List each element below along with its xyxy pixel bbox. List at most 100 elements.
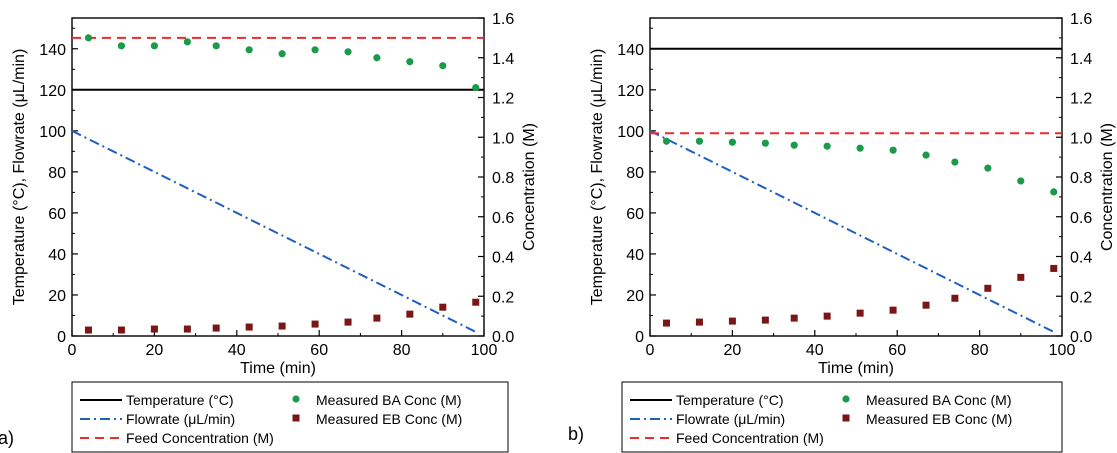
series-line-flowrate [649, 129, 1055, 333]
data-point-eb [856, 309, 864, 317]
y2-tick-label: 1.6 [1070, 11, 1092, 28]
x-tick-label: 80 [971, 342, 989, 359]
data-point-ba [245, 46, 253, 54]
y-tick-label: 20 [626, 288, 644, 305]
data-point-ba [695, 137, 704, 145]
data-point-ba [728, 138, 737, 146]
y2-tick-label: 0.2 [492, 289, 514, 306]
x-tick-label: 0 [646, 342, 655, 359]
y2-tick-label: 0.0 [1070, 329, 1092, 346]
data-point-ba [761, 139, 769, 147]
data-point-eb [695, 318, 703, 326]
data-point-ba [150, 42, 158, 50]
y2-tick-label: 1.2 [492, 91, 514, 108]
data-point-eb [1017, 273, 1025, 281]
y-tick-label: 120 [39, 83, 66, 100]
data-point-ba [183, 38, 191, 46]
data-point-eb [278, 322, 286, 330]
data-point-ba [84, 34, 93, 42]
data-point-eb [117, 326, 125, 334]
legend-label-flowrate: Flowrate (μL/min) [676, 411, 785, 427]
y2-axis-label: Concentration (M) [1099, 123, 1116, 251]
x-axis-label: Time (min) [240, 360, 316, 377]
y-tick-label: 0 [57, 329, 66, 346]
data-point-eb [728, 317, 736, 325]
legend-label-eb: Measured EB Conc (M) [866, 411, 1012, 427]
data-point-eb [245, 323, 253, 331]
y2-tick-label: 0.4 [492, 250, 514, 267]
data-point-ba [662, 137, 671, 145]
data-point-eb [472, 298, 480, 306]
y-tick-label: 0 [635, 329, 644, 346]
y2-tick-label: 1.0 [1070, 130, 1092, 147]
data-point-ba [1050, 188, 1058, 196]
data-point-ba [856, 144, 864, 152]
data-point-eb [790, 314, 798, 322]
legend-swatch-ba [842, 395, 850, 403]
data-point-ba [117, 42, 126, 50]
data-point-ba [311, 46, 319, 54]
data-point-eb [922, 301, 930, 309]
data-point-ba [951, 158, 959, 166]
data-point-eb [406, 310, 414, 318]
y2-tick-label: 1.2 [1070, 91, 1092, 108]
y2-tick-label: 1.4 [492, 51, 514, 68]
data-point-eb [84, 326, 92, 334]
legend-label-feed: Feed Concentration (M) [126, 430, 274, 446]
y-tick-label: 60 [626, 206, 644, 223]
y-tick-label: 20 [48, 288, 66, 305]
y-tick-label: 40 [48, 247, 66, 264]
legend-swatch-eb [292, 414, 300, 422]
x-tick-label: 60 [310, 342, 328, 359]
x-tick-label: 80 [393, 342, 411, 359]
legend-label-ba: Measured BA Conc (M) [316, 392, 462, 408]
y2-tick-label: 0.0 [492, 329, 514, 346]
x-tick-label: 60 [888, 342, 906, 359]
y-axis-label: Temperature (°C), Flowrate (μL/min) [589, 49, 606, 306]
data-point-eb [889, 306, 897, 314]
data-point-eb [662, 319, 670, 327]
y2-tick-label: 1.6 [492, 11, 514, 28]
legend-box [71, 381, 509, 453]
y2-tick-label: 0.6 [492, 210, 514, 227]
data-point-eb [761, 316, 769, 324]
legend-label-temperature: Temperature (°C) [126, 392, 234, 408]
x-tick-label: 0 [68, 342, 77, 359]
data-point-ba [790, 141, 798, 149]
data-point-ba [1017, 177, 1025, 185]
data-point-ba [439, 62, 447, 70]
data-point-ba [406, 58, 414, 66]
x-tick-label: 40 [806, 342, 824, 359]
data-point-ba [889, 146, 897, 154]
y2-tick-label: 1.4 [1070, 51, 1092, 68]
data-point-ba [278, 50, 286, 58]
legend-swatch-ba [292, 395, 300, 403]
y-tick-label: 100 [617, 124, 644, 141]
plot-frame [71, 17, 485, 337]
y2-tick-label: 0.6 [1070, 210, 1092, 227]
data-point-eb [311, 320, 319, 328]
data-point-ba [472, 83, 480, 92]
y-axis-label: Temperature (°C), Flowrate (μL/min) [11, 49, 28, 306]
legend-label-feed: Feed Concentration (M) [676, 430, 824, 446]
y-tick-label: 100 [39, 124, 66, 141]
y2-tick-label: 0.2 [1070, 289, 1092, 306]
y2-tick-label: 1.0 [492, 130, 514, 147]
legend-label-temperature: Temperature (°C) [676, 392, 784, 408]
legend-swatch-eb [842, 414, 850, 422]
data-point-eb [150, 325, 158, 333]
data-point-eb [951, 294, 959, 302]
data-point-eb [373, 314, 381, 322]
data-point-ba [984, 164, 992, 172]
legend-box [621, 381, 1063, 453]
legend-label-ba: Measured BA Conc (M) [866, 392, 1012, 408]
x-tick-label: 100 [471, 342, 498, 359]
chart-panel-b: 0 20 40 60 80 100 Time (min) 0 20 40 60 80 100 120 140… [568, 11, 1116, 453]
y2-tick-label: 0.8 [1070, 170, 1092, 187]
y-tick-label: 40 [626, 247, 644, 264]
y2-tick-label: 0.4 [1070, 250, 1092, 267]
legend-label-flowrate: Flowrate (μL/min) [126, 411, 235, 427]
data-point-eb [212, 324, 220, 332]
data-point-ba [373, 54, 381, 62]
